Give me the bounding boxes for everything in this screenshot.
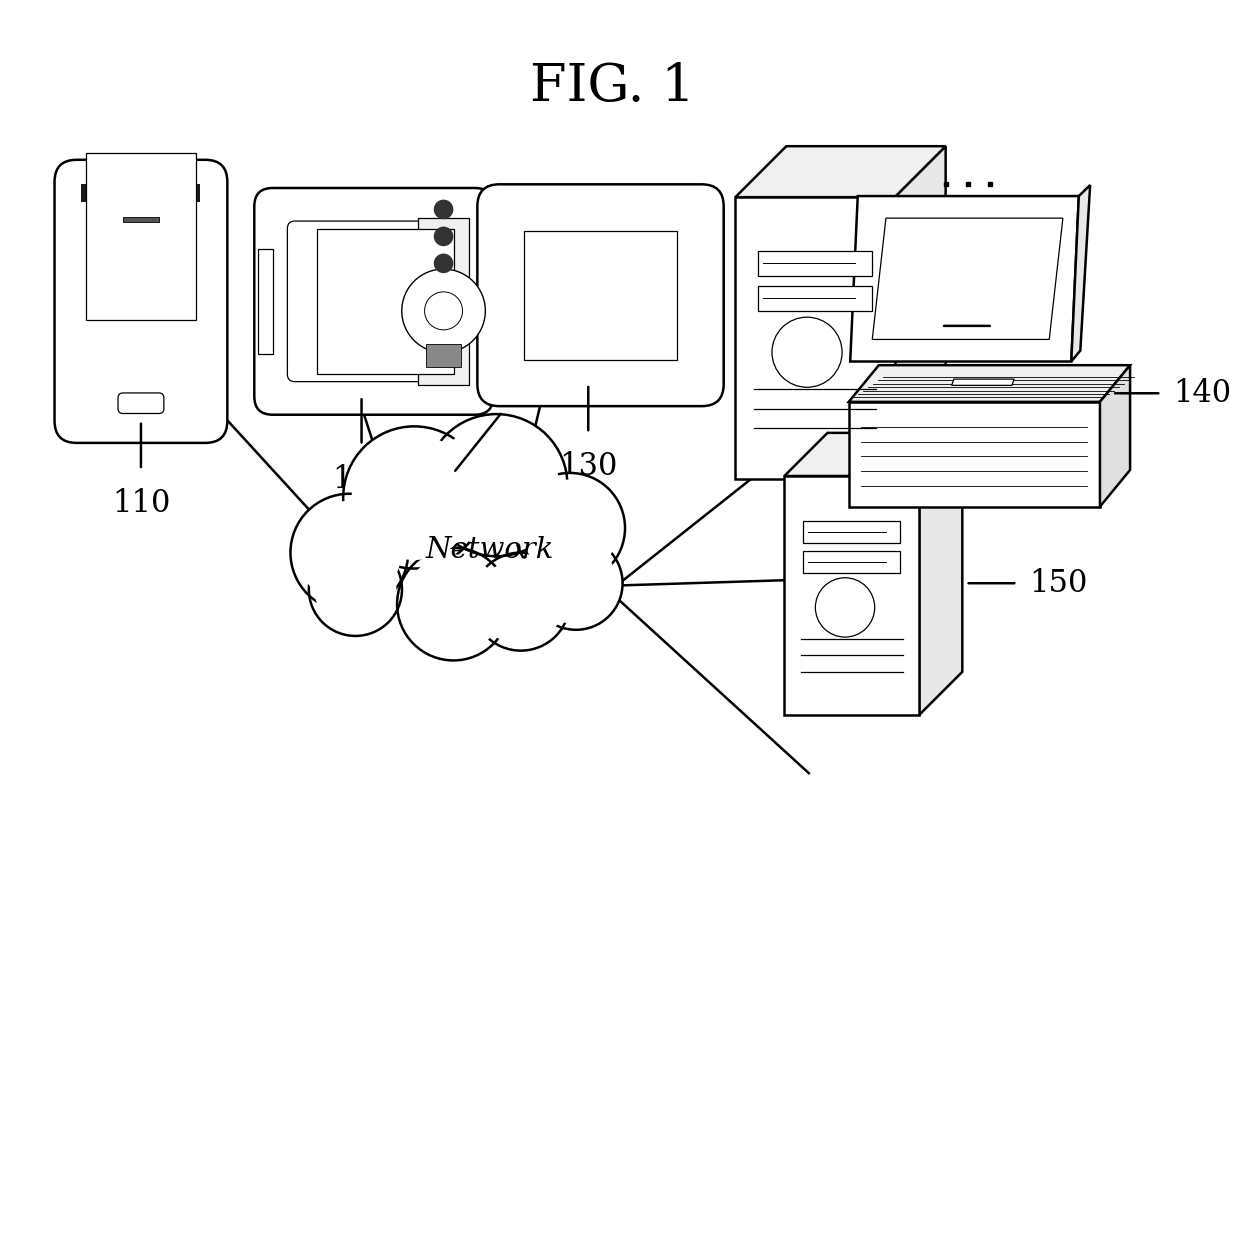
Circle shape bbox=[290, 494, 408, 611]
Text: 160: 160 bbox=[1004, 310, 1063, 341]
Circle shape bbox=[309, 543, 402, 636]
Text: 140: 140 bbox=[1173, 378, 1231, 409]
Bar bbox=[123, 217, 159, 222]
Text: 130: 130 bbox=[559, 451, 618, 482]
Bar bbox=[122, 172, 131, 197]
Circle shape bbox=[397, 548, 510, 661]
Text: FIG. 1: FIG. 1 bbox=[531, 62, 696, 113]
Circle shape bbox=[298, 501, 401, 604]
Bar bbox=[735, 197, 894, 479]
FancyBboxPatch shape bbox=[288, 221, 460, 382]
Circle shape bbox=[343, 427, 485, 568]
FancyBboxPatch shape bbox=[55, 160, 227, 443]
Bar bbox=[758, 250, 873, 277]
Bar bbox=[316, 229, 454, 373]
Bar bbox=[785, 476, 919, 715]
Bar bbox=[758, 285, 873, 311]
Polygon shape bbox=[894, 146, 946, 479]
Polygon shape bbox=[919, 433, 962, 715]
Bar bbox=[82, 185, 201, 202]
Bar bbox=[258, 249, 273, 353]
FancyBboxPatch shape bbox=[254, 188, 494, 414]
Bar bbox=[525, 231, 677, 360]
Text: 110: 110 bbox=[112, 489, 170, 520]
Circle shape bbox=[402, 269, 485, 352]
Circle shape bbox=[434, 200, 454, 219]
Bar bbox=[107, 179, 117, 197]
Polygon shape bbox=[848, 402, 1100, 507]
Circle shape bbox=[534, 542, 618, 624]
Bar bbox=[804, 521, 900, 543]
FancyBboxPatch shape bbox=[477, 185, 724, 407]
Text: 120: 120 bbox=[332, 464, 391, 495]
Circle shape bbox=[434, 227, 454, 247]
Polygon shape bbox=[872, 218, 1063, 340]
Text: 150: 150 bbox=[1029, 568, 1087, 599]
Circle shape bbox=[472, 553, 570, 651]
Circle shape bbox=[425, 414, 568, 557]
Circle shape bbox=[315, 548, 397, 630]
Polygon shape bbox=[785, 433, 962, 476]
Bar bbox=[425, 345, 461, 367]
Polygon shape bbox=[1100, 365, 1130, 507]
FancyBboxPatch shape bbox=[118, 393, 164, 413]
Circle shape bbox=[434, 423, 559, 548]
Polygon shape bbox=[735, 146, 946, 197]
Circle shape bbox=[352, 435, 477, 560]
Circle shape bbox=[434, 253, 454, 273]
Polygon shape bbox=[851, 196, 1079, 362]
Polygon shape bbox=[952, 379, 1014, 386]
Polygon shape bbox=[848, 365, 1130, 402]
Bar bbox=[804, 551, 900, 573]
Text: 170: 170 bbox=[480, 362, 538, 393]
Circle shape bbox=[529, 537, 622, 630]
Bar bbox=[154, 185, 182, 195]
Circle shape bbox=[515, 472, 625, 583]
Circle shape bbox=[816, 578, 874, 637]
Polygon shape bbox=[1071, 185, 1090, 362]
Circle shape bbox=[773, 317, 842, 387]
Circle shape bbox=[477, 558, 564, 645]
Bar bbox=[86, 154, 196, 320]
Bar bbox=[418, 218, 469, 384]
Circle shape bbox=[521, 480, 619, 577]
Bar bbox=[92, 185, 102, 197]
Circle shape bbox=[424, 291, 463, 330]
Text: Network: Network bbox=[427, 536, 554, 564]
Circle shape bbox=[404, 554, 503, 653]
